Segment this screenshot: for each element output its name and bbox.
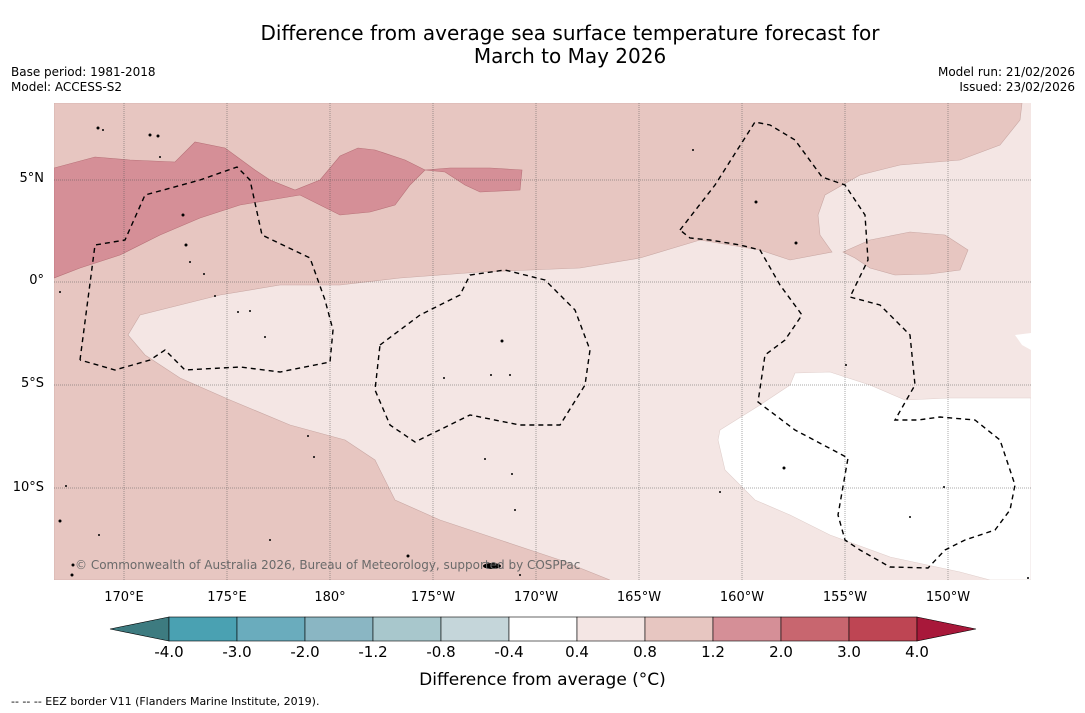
colorbar-tick: 2.0: [769, 643, 793, 661]
lat-label: 5°N: [19, 171, 45, 186]
colorbar-low-extend: [109, 616, 170, 642]
meta-left: Base period: 1981-2018 Model: ACCESS-S2: [11, 65, 156, 95]
colorbar: [109, 616, 977, 642]
lon-label: 175°W: [410, 590, 456, 605]
lon-label: 170°E: [104, 590, 144, 605]
chart-title: Difference from average sea surface temp…: [0, 22, 1085, 68]
colorbar-seg-9: [712, 616, 782, 642]
colorbar-seg-7: [576, 616, 646, 642]
lon-label: 175°E: [207, 590, 247, 605]
colorbar-high-extend: [916, 616, 977, 642]
issued-date: Issued: 23/02/2026: [959, 80, 1075, 94]
lat-label: 0°: [29, 273, 44, 288]
colorbar-seg-10: [780, 616, 850, 642]
colorbar-tick: 0.8: [633, 643, 657, 661]
colorbar-seg-3: [304, 616, 374, 642]
title-line-1: Difference from average sea surface temp…: [260, 21, 880, 45]
eez-borders: [79, 121, 1016, 569]
colorbar-seg-6: [508, 616, 578, 642]
lon-label: 150°W: [925, 590, 971, 605]
colorbar-tick: -0.8: [426, 643, 456, 661]
model-run: Model run: 21/02/2026: [937, 65, 1075, 79]
copyright-notice: © Commonwealth of Australia 2026, Bureau…: [75, 558, 581, 572]
gridlines: [54, 103, 1031, 580]
colorbar-tick: -2.0: [290, 643, 320, 661]
colorbar-seg-2: [236, 616, 306, 642]
colorbar-tick: 1.2: [701, 643, 725, 661]
band-neutral-notch: [1015, 333, 1031, 350]
lon-label: 180°: [314, 590, 346, 605]
colorbar-tick: -3.0: [222, 643, 252, 661]
colorbar-tick: -1.2: [358, 643, 388, 661]
lon-label: 170°W: [513, 590, 559, 605]
lon-label: 160°W: [719, 590, 765, 605]
band-neutral: [717, 371, 1031, 580]
lat-label: 10°S: [12, 480, 44, 495]
model-name: Model: ACCESS-S2: [11, 80, 123, 94]
islands: [58, 126, 1029, 579]
colorbar-seg-5: [440, 616, 510, 642]
eez-legend-note: -- -- -- EEZ border V11 (Flanders Marine…: [11, 695, 320, 708]
meta-right: Model run: 21/02/2026 Issued: 23/02/2026: [938, 65, 1075, 95]
colorbar-tick: 4.0: [905, 643, 929, 661]
lon-label: 155°W: [822, 590, 868, 605]
band-0.8-1.2-east: [842, 231, 969, 276]
colorbar-tick: -4.0: [154, 643, 184, 661]
colorbar-seg-1: [168, 616, 238, 642]
band-0.8-1.2-north: [54, 103, 1023, 580]
base-period: Base period: 1981-2018: [11, 65, 156, 79]
colorbar-ticks: -4.0 -3.0 -2.0 -1.2 -0.8 -0.4 0.4 0.8 1.…: [0, 643, 1085, 663]
colorbar-seg-8: [644, 616, 714, 642]
colorbar-seg-11: [848, 616, 918, 642]
colorbar-seg-4: [372, 616, 442, 642]
band-1.2-2.0: [54, 141, 523, 279]
colorbar-tick: -0.4: [494, 643, 524, 661]
lon-label: 165°W: [616, 590, 662, 605]
lat-label: 5°S: [20, 376, 44, 391]
colorbar-tick: 0.4: [565, 643, 589, 661]
colorbar-tick: 3.0: [837, 643, 861, 661]
colorbar-label: Difference from average (°C): [419, 670, 666, 690]
map-fill: [54, 103, 1031, 580]
title-line-2: March to May 2026: [473, 44, 667, 68]
